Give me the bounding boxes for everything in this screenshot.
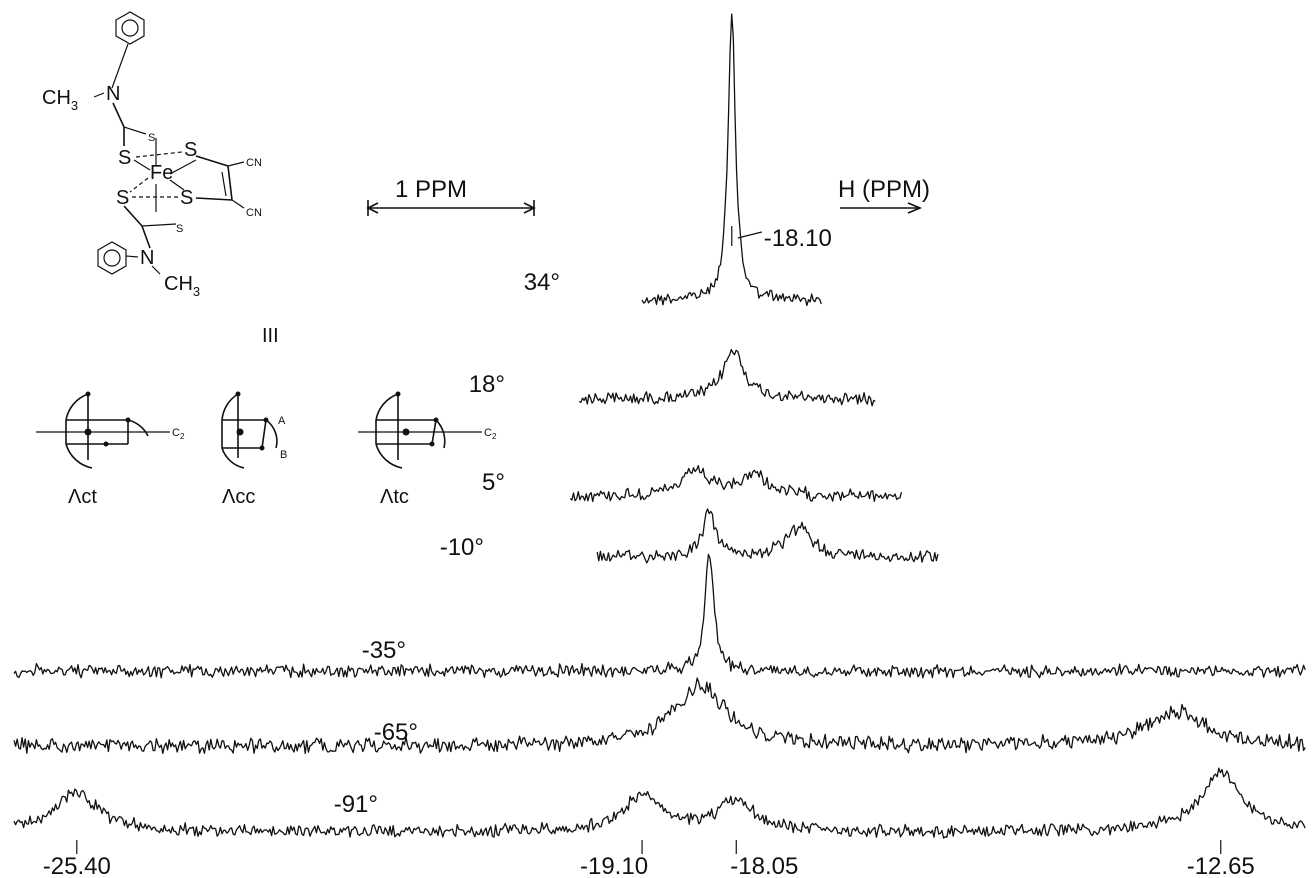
molecule-structure: CH3 N S S S Fe CN CN S S S N [42,11,262,299]
scale-bar: 1 PPM [366,176,536,216]
bond-n-c-top [112,102,125,128]
bond-phenyl-n-top [111,43,129,89]
bond-c-c-dithiolene [227,165,233,201]
temperature-label: -10° [440,534,484,561]
temperature-label: 34° [524,269,560,296]
spectra-group [13,13,1306,839]
spectrum-trace [596,508,939,564]
spectrum-trace [569,464,903,503]
scale-bar-label: 1 PPM [395,176,467,203]
methyl-label-bottom: CH3 [164,273,200,299]
cyano-label-1: CN [246,157,262,169]
bond-c-cn-2 [231,199,245,209]
sulfur-label-2: S [118,147,131,169]
peak-position-label: -18.05 [730,853,798,878]
isomer-diagram-cc: A B Λcc [221,391,287,508]
temperature-label: 18° [469,371,505,398]
bond-s-c-dithiolene-2 [195,197,233,201]
phenyl-ring-top [115,11,145,45]
sulfur-label-1: S [148,132,155,144]
isomer-cc-site-a: A [278,415,286,427]
peak-position-label: -19.10 [580,853,648,878]
spectrum-trace [13,553,1306,679]
field-direction-label: H (PPM) [838,176,930,203]
compound-label: III [262,325,279,347]
phenyl-ring-top-circle [121,19,139,37]
bond-s-c-bottom [123,205,143,227]
isomer-cc-site-b: B [280,449,287,461]
phenyl-ring-bottom [97,241,127,275]
spectrum-trace [578,348,876,407]
peak-position-label: -12.65 [1187,853,1255,878]
bond-fe-s-3 [169,159,197,175]
isomer-diagram-ct: C2 Λct [36,391,185,508]
bond-s-c-dithiolene-1 [195,155,229,167]
bond-fe-s-5 [169,179,185,191]
temperature-label: -91° [334,791,378,818]
bond-c-cn-1 [227,161,245,167]
sulfur-label-3: S [184,139,197,161]
nitrogen-label-top: N [106,83,120,105]
bond-c-s-top [123,126,147,135]
sulfur-label-6: S [176,223,183,235]
nitrogen-label-bottom: N [140,247,154,269]
spectrum-trace [13,677,1306,755]
iron-label: Fe [150,162,173,184]
isomer-diagram-tc: C2 Λtc [358,391,497,508]
isomer-cc-name: Λcc [222,486,255,508]
bond-fe-s-4 [129,177,149,193]
field-direction: H (PPM) [838,176,930,214]
isomer-tc-axis-label: C2 [484,427,497,441]
temperature-label: -35° [362,637,406,664]
isomer-ct-axis-label: C2 [172,427,185,441]
bond-dash-1 [135,151,183,158]
phenyl-ring-bottom-circle [103,249,121,267]
bond-methyl-n-top [93,92,105,98]
peak-position-label: -25.40 [43,853,111,878]
peak-position-axis: -25.40 -19.10 -18.05 -12.65 [43,840,1255,878]
cyano-label-2: CN [246,207,262,219]
temperature-label: -65° [374,719,418,746]
spectrum-trace [641,13,822,307]
isomer-ct-name: Λct [68,486,97,508]
bond-n-methyl-bottom [151,265,161,275]
sulfur-label-4: S [180,187,193,209]
top-peak-label: -18.10 [764,225,832,252]
spectrum-trace [13,767,1306,839]
bond-c-n-bottom [141,225,151,249]
methyl-label-top: CH3 [42,87,78,113]
temperature-label: 5° [482,469,505,496]
temperature-labels: 34° 18° 5° -10° -35° -65° -91° -18.10 [334,225,832,818]
isomer-tc-name: Λtc [380,486,409,508]
bond-fe-s-2 [133,159,151,171]
sulfur-label-5: S [116,187,129,209]
bond-phenyl-n-bottom [125,255,139,258]
bond-c-c-double [221,171,227,197]
top-peak-pointer [737,231,762,239]
bond-c-s-bottom [141,223,177,227]
